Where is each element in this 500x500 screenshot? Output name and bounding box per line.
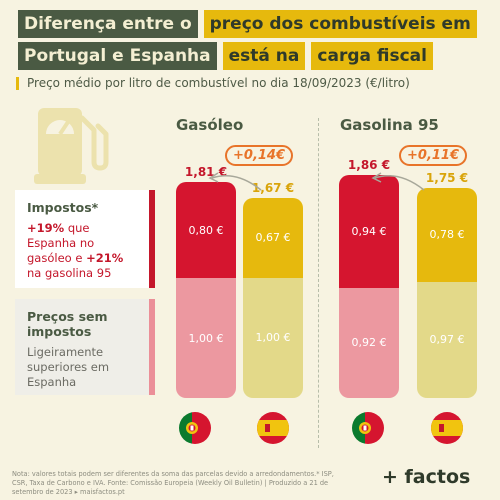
title-segment: Portugal e Espanha	[18, 42, 217, 70]
difference-badge: +0,11€	[399, 145, 468, 166]
bar-espanha: 0,78 €0,97 €	[417, 188, 477, 398]
legend-pretax-title: Preços sem impostos	[27, 309, 108, 339]
group-label-petrol95: Gasolina 95	[340, 116, 439, 134]
spain-flag-icon	[257, 412, 289, 444]
bar-segment-taxes: 0,80 €	[176, 182, 236, 278]
portugal-flag-icon	[352, 412, 384, 444]
fuel-pump-icon	[34, 108, 109, 184]
title-segment: preço dos combustíveis em	[203, 10, 477, 38]
total-label: 1,86 €	[347, 157, 391, 172]
legend-taxes-title: Impostos*	[27, 200, 99, 215]
bar-segment-taxes: 0,67 €	[243, 197, 303, 278]
bar-portugal: 0,94 €0,92 €	[339, 174, 399, 398]
bar-segment-taxes: 0,78 €	[417, 188, 477, 282]
total-label: 1,75 €	[425, 171, 469, 185]
legend-taxes-diesel-pct: +19%	[27, 221, 65, 235]
bar-portugal: 0,80 €1,00 €	[176, 182, 236, 398]
title-line-2: Portugal e Espanha está na carga fiscal	[18, 42, 433, 70]
legend-pretax: Preços sem impostos Ligeiramente superio…	[15, 299, 155, 395]
legend-taxes-petrol-pct: +21%	[86, 251, 124, 265]
legend-taxes-text: +19% que Espanha no gasóleo e +21% na ga…	[27, 221, 137, 281]
difference-badge: +0,14€	[225, 145, 294, 166]
footnote: Nota: valores totais podem ser diferente…	[12, 470, 334, 496]
legend-pretax-text: Ligeiramente superiores em Espanha	[27, 345, 110, 389]
curved-arrow-icon	[371, 172, 425, 191]
bar-segment-taxes: 0,94 €	[339, 174, 399, 288]
total-label: 1,67 €	[251, 180, 295, 195]
title-segment: Diferença entre o	[18, 10, 198, 38]
group-label-diesel: Gasóleo	[176, 116, 244, 134]
legend-taxes-text-part: na gasolina 95	[27, 266, 112, 280]
bar-segment-pretax: 1,00 €	[176, 278, 236, 398]
portugal-flag-icon	[179, 412, 211, 444]
bar-espanha: 0,67 €1,00 €	[243, 197, 303, 398]
bar-segment-pretax: 0,92 €	[339, 287, 399, 398]
spain-flag-icon	[431, 412, 463, 444]
legend-taxes-text-part: que Espanha no gasóleo e	[27, 221, 95, 265]
title-segment: carga fiscal	[311, 42, 433, 70]
subtitle: Preço médio por litro de combustível no …	[16, 77, 410, 90]
total-label: 1,81 €	[184, 165, 228, 179]
curved-arrow-icon	[208, 172, 262, 191]
legend-taxes: Impostos* +19% que Espanha no gasóleo e …	[15, 190, 155, 288]
title-line-1: Diferença entre o preço dos combustíveis…	[18, 10, 477, 38]
title-segment: está na	[222, 42, 306, 70]
bar-segment-pretax: 1,00 €	[243, 277, 303, 398]
bar-segment-pretax: 0,97 €	[417, 281, 477, 398]
group-divider	[318, 118, 319, 448]
brand-logo: + factos	[382, 466, 471, 488]
